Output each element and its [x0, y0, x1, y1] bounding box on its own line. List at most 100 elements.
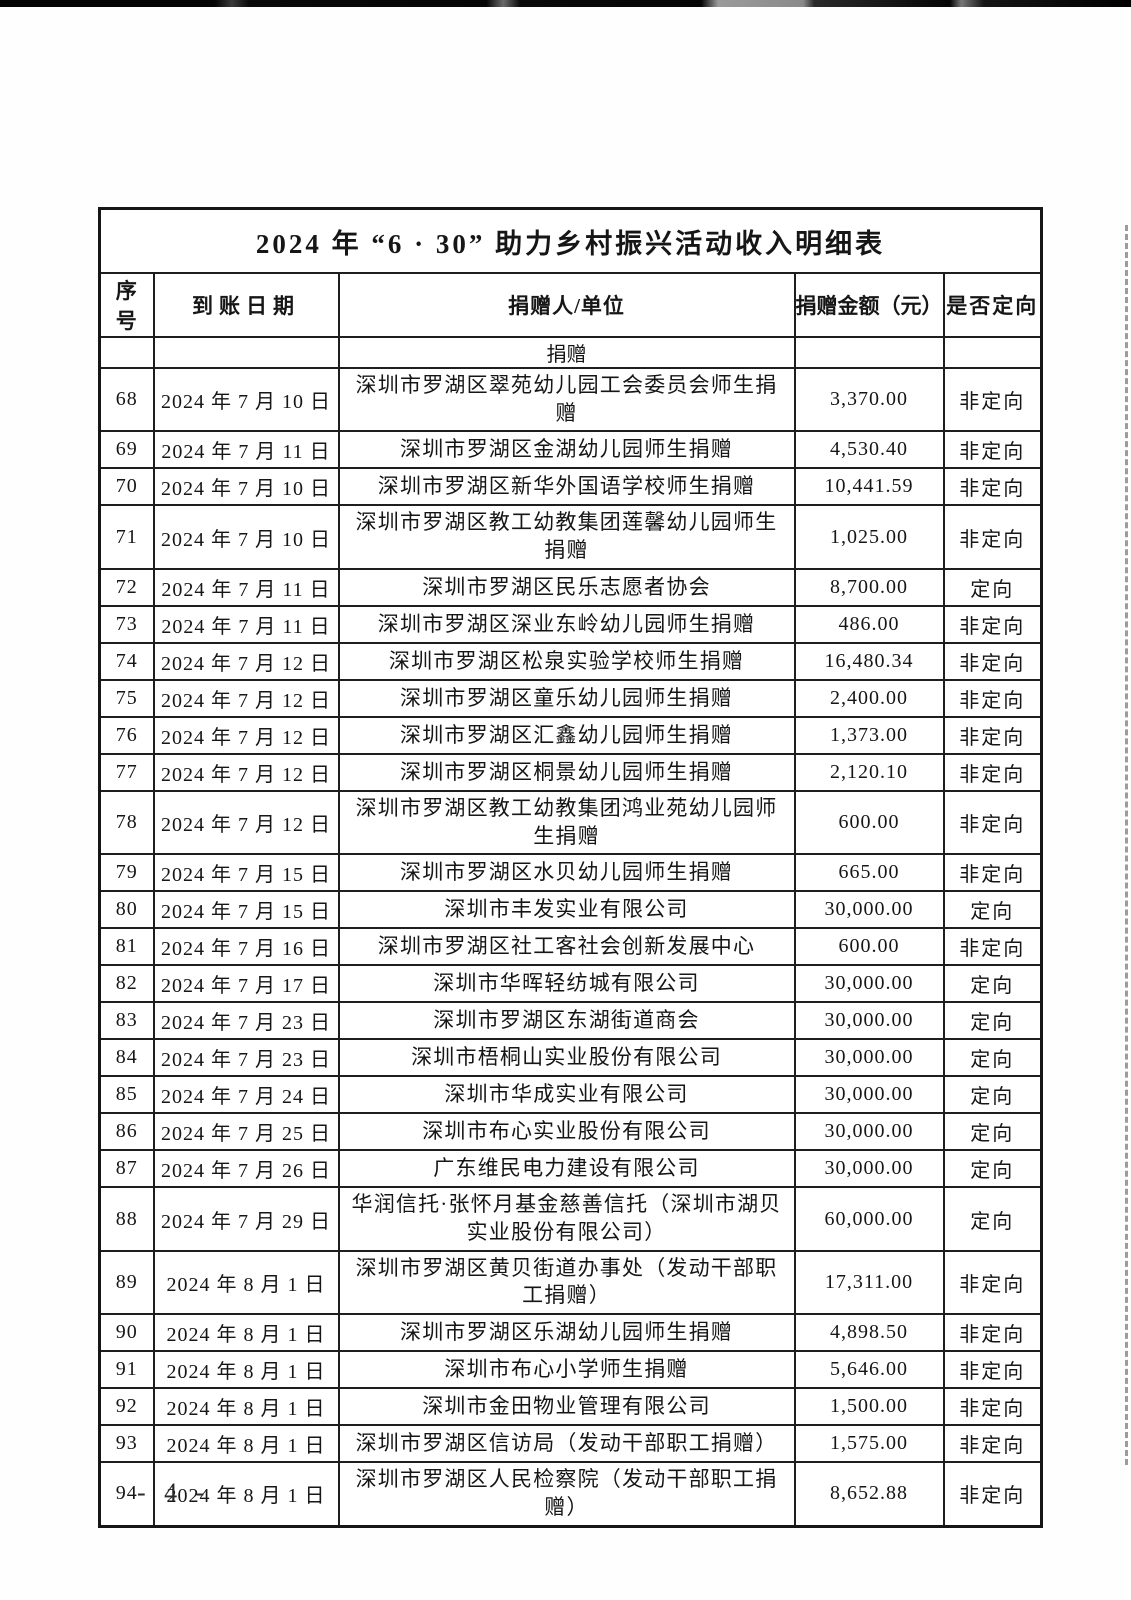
serial-cell: 76 [98, 715, 155, 755]
donor-cell: 深圳市罗湖区翠苑幼儿园工会委员会师生捐赠 [337, 366, 796, 433]
date-cell: 2024 年 7 月 11 日 [152, 430, 340, 470]
serial-cell: 68 [98, 366, 155, 433]
amount-cell: 30,000.00 [793, 1075, 945, 1115]
page-number: - 4 - [137, 1478, 211, 1507]
date-cell: 2024 年 8 月 1 日 [152, 1350, 340, 1390]
serial-cell: 93 [98, 1424, 155, 1464]
table-row: 91 2024 年 8 月 1 日 深圳市布心小学师生捐赠 5,646.00 非… [98, 1350, 1043, 1390]
directed-cell: 非定向 [942, 366, 1043, 433]
directed-cell: 非定向 [942, 604, 1043, 644]
serial-cell: 83 [98, 1001, 155, 1041]
serial-cell: 73 [98, 604, 155, 644]
date-cell: 2024 年 7 月 10 日 [152, 504, 340, 570]
directed-cell: 定向 [942, 567, 1043, 607]
donor-cell: 深圳市华晖轻纺城有限公司 [337, 964, 796, 1004]
amount-cell: 30,000.00 [793, 1149, 945, 1189]
date-cell: 2024 年 7 月 10 日 [152, 467, 340, 507]
amount-cell: 5,646.00 [793, 1350, 945, 1390]
directed-cell: 定向 [942, 964, 1043, 1004]
date-cell: 2024 年 7 月 11 日 [152, 567, 340, 607]
carryover-directed-cell [942, 336, 1043, 369]
table-row: 81 2024 年 7 月 16 日 深圳市罗湖区社工客社会创新发展中心 600… [98, 927, 1043, 967]
table-row: 83 2024 年 7 月 23 日 深圳市罗湖区东湖街道商会 30,000.0… [98, 1001, 1043, 1041]
serial-cell: 87 [98, 1149, 155, 1189]
date-cell: 2024 年 7 月 26 日 [152, 1149, 340, 1189]
carryover-serial-cell [98, 336, 155, 369]
serial-cell: 90 [98, 1313, 155, 1353]
donor-cell: 广东维民电力建设有限公司 [337, 1149, 796, 1189]
donor-cell: 深圳市罗湖区黄贝街道办事处（发动干部职工捐赠） [337, 1249, 796, 1316]
column-header-date: 到账日期 [152, 272, 340, 338]
serial-cell: 80 [98, 890, 155, 930]
directed-cell: 非定向 [942, 504, 1043, 570]
amount-cell: 1,500.00 [793, 1387, 945, 1427]
donor-cell: 深圳市布心小学师生捐赠 [337, 1350, 796, 1390]
date-cell: 2024 年 7 月 12 日 [152, 715, 340, 755]
serial-cell: 84 [98, 1038, 155, 1078]
date-cell: 2024 年 7 月 15 日 [152, 890, 340, 930]
scan-artifact-right-edge [1125, 225, 1128, 1465]
directed-cell: 定向 [942, 1149, 1043, 1189]
amount-cell: 665.00 [793, 853, 945, 893]
date-cell: 2024 年 7 月 25 日 [152, 1112, 340, 1152]
amount-cell: 30,000.00 [793, 1112, 945, 1152]
serial-cell: 94 [98, 1461, 155, 1528]
amount-cell: 1,575.00 [793, 1424, 945, 1464]
date-cell: 2024 年 7 月 12 日 [152, 678, 340, 718]
table-row: 76 2024 年 7 月 12 日 深圳市罗湖区汇鑫幼儿园师生捐赠 1,373… [98, 715, 1043, 755]
donor-cell: 深圳市罗湖区社工客社会创新发展中心 [337, 927, 796, 967]
date-cell: 2024 年 7 月 12 日 [152, 789, 340, 856]
donor-cell: 深圳市罗湖区桐景幼儿园师生捐赠 [337, 752, 796, 792]
table-header-row: 序号 到账日期 捐赠人/单位 捐赠金额（元） 是否定向 [98, 272, 1043, 338]
directed-cell: 定向 [942, 1075, 1043, 1115]
date-cell: 2024 年 8 月 1 日 [152, 1461, 340, 1528]
donor-cell: 深圳市罗湖区水贝幼儿园师生捐赠 [337, 853, 796, 893]
amount-cell: 30,000.00 [793, 1038, 945, 1078]
table-row: 79 2024 年 7 月 15 日 深圳市罗湖区水贝幼儿园师生捐赠 665.0… [98, 853, 1043, 893]
date-cell: 2024 年 8 月 1 日 [152, 1387, 340, 1427]
table-row: 80 2024 年 7 月 15 日 深圳市丰发实业有限公司 30,000.00… [98, 890, 1043, 930]
directed-cell: 定向 [942, 1001, 1043, 1041]
amount-cell: 8,700.00 [793, 567, 945, 607]
amount-cell: 30,000.00 [793, 890, 945, 930]
directed-cell: 定向 [942, 1186, 1043, 1252]
donor-cell: 深圳市罗湖区童乐幼儿园师生捐赠 [337, 678, 796, 718]
table-row: 75 2024 年 7 月 12 日 深圳市罗湖区童乐幼儿园师生捐赠 2,400… [98, 678, 1043, 718]
table-row: 84 2024 年 7 月 23 日 深圳市梧桐山实业股份有限公司 30,000… [98, 1038, 1043, 1078]
date-cell: 2024 年 7 月 23 日 [152, 1038, 340, 1078]
table-row: 88 2024 年 7 月 29 日 华润信托·张怀月基金慈善信托（深圳市湖贝实… [98, 1186, 1043, 1252]
amount-cell: 17,311.00 [793, 1249, 945, 1316]
date-cell: 2024 年 8 月 1 日 [152, 1313, 340, 1353]
donor-cell: 深圳市罗湖区新华外国语学校师生捐赠 [337, 467, 796, 507]
amount-cell: 16,480.34 [793, 641, 945, 681]
donor-cell: 深圳市罗湖区信访局（发动干部职工捐赠） [337, 1424, 796, 1464]
date-cell: 2024 年 7 月 11 日 [152, 604, 340, 644]
amount-cell: 10,441.59 [793, 467, 945, 507]
amount-cell: 600.00 [793, 927, 945, 967]
directed-cell: 非定向 [942, 1249, 1043, 1316]
carryover-donor-cell: 捐赠 [337, 336, 796, 369]
table-row: 73 2024 年 7 月 11 日 深圳市罗湖区深业东岭幼儿园师生捐赠 486… [98, 604, 1043, 644]
date-cell: 2024 年 8 月 1 日 [152, 1249, 340, 1316]
carryover-row: 捐赠 [98, 336, 1043, 369]
donor-cell: 深圳市罗湖区乐湖幼儿园师生捐赠 [337, 1313, 796, 1353]
income-detail-table: 2024 年 “6 · 30” 助力乡村振兴活动收入明细表 序号 到账日期 捐赠… [98, 207, 1044, 1528]
donor-cell: 深圳市罗湖区人民检察院（发动干部职工捐赠） [337, 1461, 796, 1528]
table-row: 72 2024 年 7 月 11 日 深圳市罗湖区民乐志愿者协会 8,700.0… [98, 567, 1043, 607]
date-cell: 2024 年 7 月 17 日 [152, 964, 340, 1004]
serial-cell: 77 [98, 752, 155, 792]
serial-cell: 69 [98, 430, 155, 470]
carryover-date-cell [152, 336, 340, 369]
table-row: 68 2024 年 7 月 10 日 深圳市罗湖区翠苑幼儿园工会委员会师生捐赠 … [98, 366, 1043, 433]
directed-cell: 非定向 [942, 1350, 1043, 1390]
amount-cell: 60,000.00 [793, 1186, 945, 1252]
directed-cell: 非定向 [942, 927, 1043, 967]
date-cell: 2024 年 7 月 12 日 [152, 641, 340, 681]
serial-cell: 72 [98, 567, 155, 607]
table-row: 86 2024 年 7 月 25 日 深圳市布心实业股份有限公司 30,000.… [98, 1112, 1043, 1152]
amount-cell: 486.00 [793, 604, 945, 644]
amount-cell: 2,400.00 [793, 678, 945, 718]
directed-cell: 定向 [942, 1038, 1043, 1078]
serial-cell: 71 [98, 504, 155, 570]
directed-cell: 定向 [942, 1112, 1043, 1152]
